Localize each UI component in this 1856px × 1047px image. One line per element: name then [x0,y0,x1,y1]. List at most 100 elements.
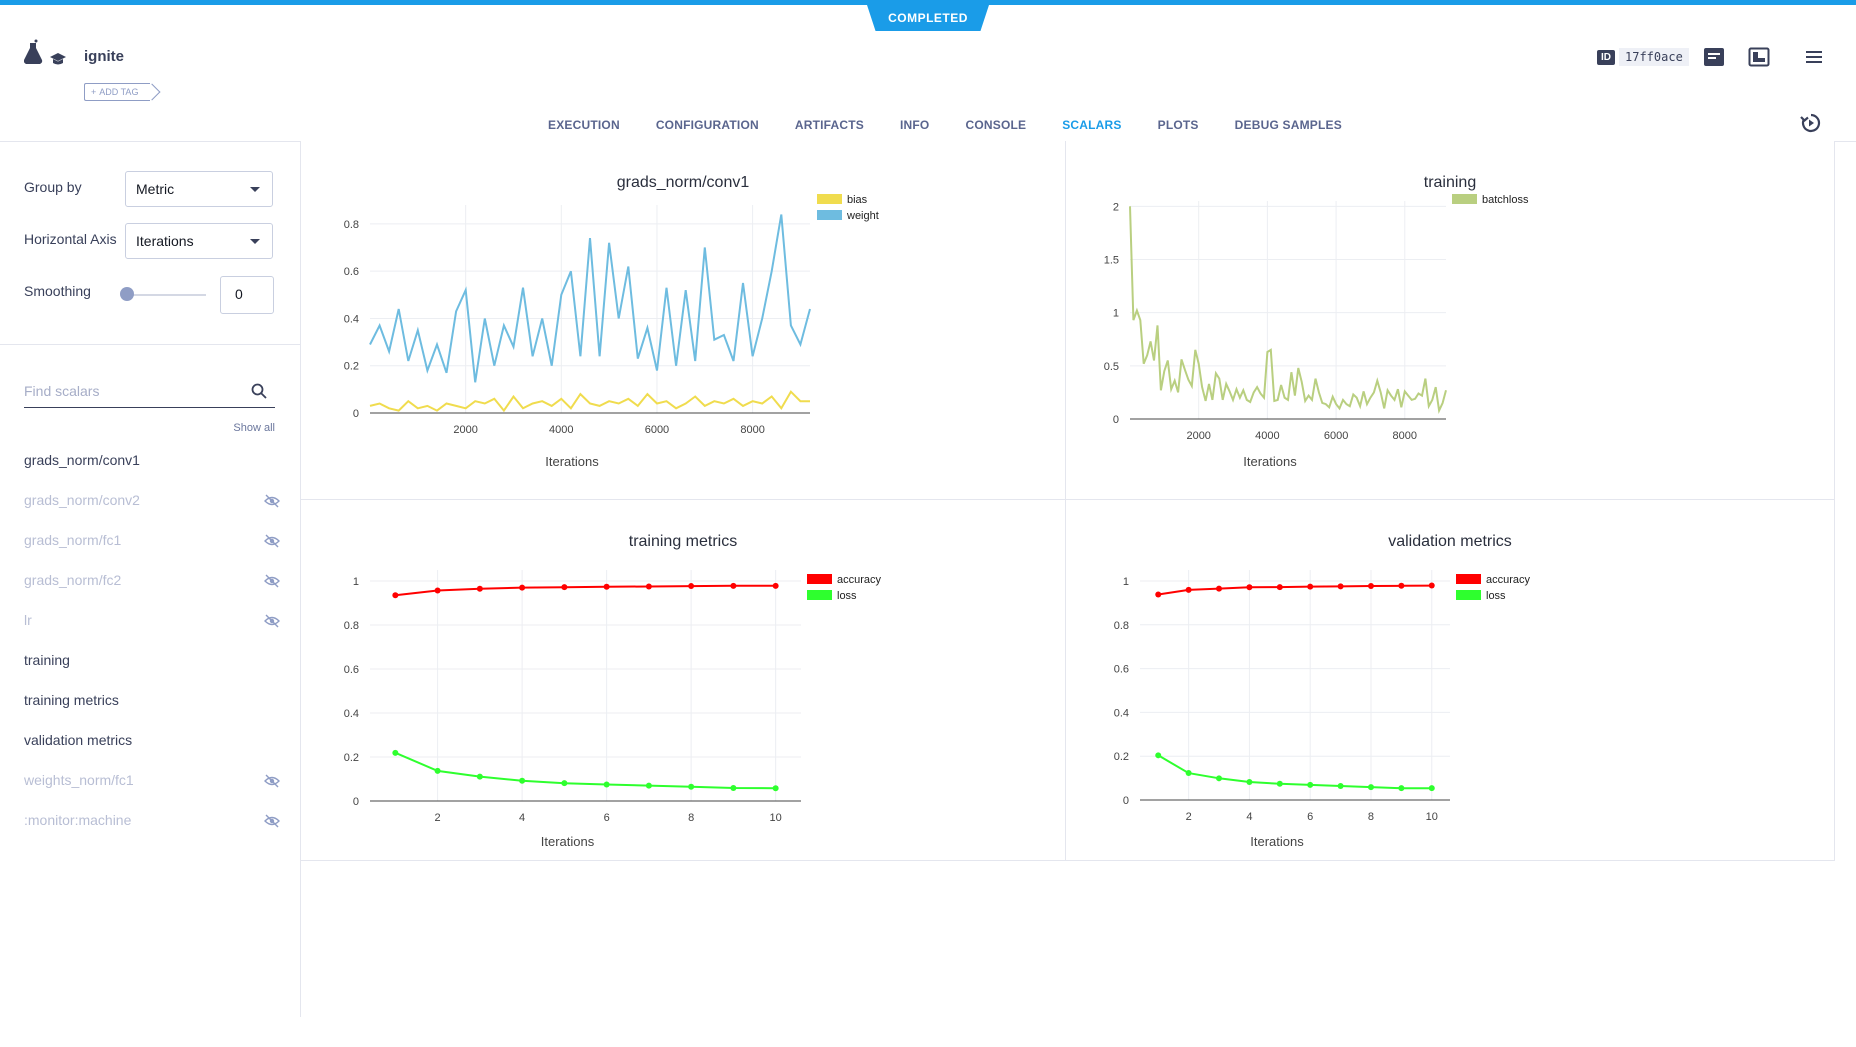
data-point-accuracy[interactable] [1155,591,1162,598]
data-point-accuracy[interactable] [1216,585,1223,592]
data-point-loss[interactable] [434,767,441,774]
legend-swatch[interactable] [807,590,832,600]
data-point-accuracy[interactable] [603,583,610,590]
scalar-search[interactable]: Find scalars [24,379,275,408]
data-point-loss[interactable] [1367,784,1374,791]
legend-label[interactable]: weight [846,210,879,222]
data-point-accuracy[interactable] [476,585,483,592]
legend-label[interactable]: loss [837,590,857,602]
data-point-accuracy[interactable] [772,582,779,589]
chart-validation-metrics[interactable]: 2 4 6 8 10 0 0.2 0.4 0.6 0.8 1 Iterations accuracy lo… [1066,500,1834,860]
data-point-accuracy[interactable] [1428,582,1435,589]
data-point-loss[interactable] [1428,785,1435,792]
chart-grads-norm-conv1[interactable]: 2000 4000 6000 8000 0 0.2 0.4 0.6 0.8 Iterations b… [301,141,1065,499]
data-point-loss[interactable] [1398,785,1405,792]
show-all-link[interactable]: Show all [233,422,275,434]
smoothing-slider-track[interactable] [122,294,206,296]
data-point-loss[interactable] [519,777,526,784]
legend-swatch[interactable] [1456,590,1481,600]
auto-refresh-icon[interactable] [1800,112,1822,134]
data-point-loss[interactable] [1337,782,1344,789]
legend-label[interactable]: accuracy [837,574,882,586]
metric-item[interactable]: weights_norm/fc1 [0,761,300,801]
data-point-loss[interactable] [1246,779,1253,786]
data-point-loss[interactable] [1216,775,1223,782]
data-point-loss[interactable] [1185,770,1192,777]
legend-swatch[interactable] [1456,574,1481,584]
data-point-loss[interactable] [1276,780,1283,787]
data-point-loss[interactable] [392,749,399,756]
add-tag-button[interactable]: + ADD TAG [84,83,151,101]
legend-label[interactable]: accuracy [1486,574,1531,586]
data-point-accuracy[interactable] [519,584,526,591]
tab-scalars[interactable]: SCALARS [1044,110,1140,145]
tab-info[interactable]: INFO [900,118,930,132]
data-point-accuracy[interactable] [434,587,441,594]
data-point-accuracy[interactable] [645,583,652,590]
data-point-accuracy[interactable] [688,583,695,590]
data-point-loss[interactable] [561,780,568,787]
data-point-accuracy[interactable] [1185,586,1192,593]
tab-configuration[interactable]: CONFIGURATION [655,118,759,132]
data-point-loss[interactable] [476,773,483,780]
series-line-bias[interactable] [369,390,810,413]
metric-item[interactable]: training [0,641,300,681]
metric-item[interactable]: grads_norm/conv2 [0,481,300,521]
data-point-accuracy[interactable] [1276,584,1283,591]
eye-off-icon[interactable] [264,574,280,588]
series-line-loss[interactable] [1157,754,1432,790]
eye-off-icon[interactable] [264,614,280,628]
data-point-accuracy[interactable] [1246,584,1253,591]
horizontal-axis-select[interactable]: Iterations [125,223,273,259]
eye-off-icon[interactable] [264,774,280,788]
tab-artifacts[interactable]: ARTIFACTS [794,118,864,132]
tab-plots[interactable]: PLOTS [1157,118,1199,132]
data-point-accuracy[interactable] [730,582,737,589]
chart-training[interactable]: 2000 4000 6000 8000 0 0.5 1 1.5 2 Iterations batch… [1066,141,1834,499]
eye-off-icon[interactable] [264,534,280,548]
legend-swatch[interactable] [1452,194,1477,204]
data-point-loss[interactable] [772,785,779,792]
series-line-weight[interactable] [369,214,811,383]
info-panel-icon[interactable] [1703,47,1725,67]
data-point-accuracy[interactable] [1307,583,1314,590]
legend-label[interactable]: batchloss [1482,194,1529,206]
metric-item[interactable]: grads_norm/conv1 [0,441,300,481]
metric-item[interactable]: validation metrics [0,721,300,761]
menu-icon[interactable] [1803,47,1825,67]
series-line-batchloss[interactable] [1129,206,1447,414]
task-id-badge[interactable]: ID 17ff0ace [1597,48,1689,66]
legend-swatch[interactable] [817,194,842,204]
tab-execution[interactable]: EXECUTION [548,118,620,132]
data-point-loss[interactable] [1307,781,1314,788]
smoothing-input[interactable]: 0 [220,276,274,314]
series-line-loss[interactable] [395,751,776,790]
legend-label[interactable]: loss [1486,590,1506,602]
search-input[interactable]: Find scalars [24,383,100,399]
eye-off-icon[interactable] [264,494,280,508]
eye-off-icon[interactable] [264,814,280,828]
data-point-loss[interactable] [730,785,737,792]
data-point-accuracy[interactable] [1337,583,1344,590]
legend-swatch[interactable] [807,574,832,584]
data-point-loss[interactable] [688,783,695,790]
layout-toggle-icon[interactable] [1748,47,1770,67]
tab-debug-samples[interactable]: DEBUG SAMPLES [1234,118,1342,132]
data-point-accuracy[interactable] [1367,582,1374,589]
data-point-accuracy[interactable] [392,592,399,599]
data-point-accuracy[interactable] [1398,582,1405,589]
metric-item[interactable]: :monitor:machine [0,801,300,841]
group-by-select[interactable]: Metric [125,171,273,207]
metric-item[interactable]: training metrics [0,681,300,721]
metric-item[interactable]: lr [0,601,300,641]
data-point-loss[interactable] [603,781,610,788]
series-line-accuracy[interactable] [395,584,776,597]
smoothing-slider-handle[interactable] [120,287,134,301]
legend-swatch[interactable] [817,210,842,220]
data-point-loss[interactable] [1155,752,1162,759]
tab-console[interactable]: CONSOLE [965,118,1027,132]
data-point-accuracy[interactable] [561,584,568,591]
metric-item[interactable]: grads_norm/fc1 [0,521,300,561]
series-line-accuracy[interactable] [1158,584,1432,596]
legend-label[interactable]: bias [847,194,868,206]
